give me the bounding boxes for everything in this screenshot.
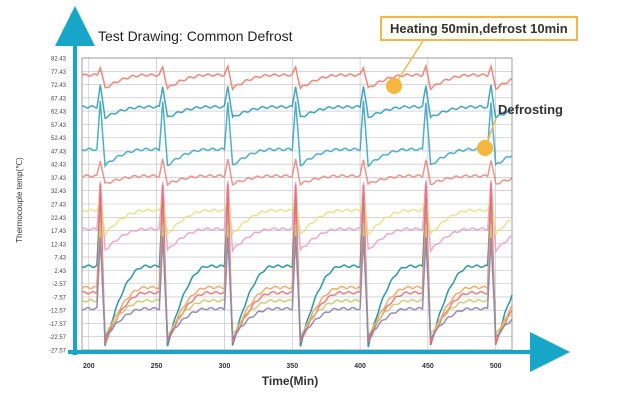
y-tick-label: 82.43 [51, 57, 67, 63]
annotation-defrosting: Defrosting [498, 102, 563, 117]
callout-marker-2 [477, 140, 493, 156]
series-line [81, 100, 513, 169]
series-line [81, 158, 513, 187]
series-line [82, 84, 513, 120]
y-tick-label: -12.57 [49, 309, 67, 315]
x-tick-label: 450 [422, 363, 434, 370]
y-tick-label: 12.43 [51, 242, 67, 248]
series-line [81, 182, 513, 345]
series-group [81, 63, 513, 348]
y-tick-label: 67.43 [51, 96, 67, 102]
x-tick-label: 500 [490, 363, 502, 370]
y-tick-label: -7.57 [52, 295, 66, 301]
y-tick-label: 32.43 [51, 189, 67, 195]
y-tick-label: 47.43 [51, 149, 67, 155]
callout-marker-1 [386, 78, 402, 94]
y-tick-label: 2.43 [54, 269, 66, 275]
y-tick-label: 37.43 [51, 176, 67, 182]
y-tick-label: 42.43 [51, 163, 67, 169]
y-tick-label: 52.43 [51, 136, 67, 142]
x-tick-label: 300 [219, 363, 231, 370]
chart-title: Test Drawing: Common Defrost [98, 28, 293, 44]
x-axis-label: Time(Min) [262, 374, 318, 388]
y-tick-labels: 82.43 77.43 72.43 67.43 62.43 57.43 52.43 47.43… [49, 57, 67, 355]
y-tick-label: -27.57 [49, 349, 67, 355]
x-tick-label: 200 [83, 363, 95, 370]
series-line [81, 63, 513, 92]
y-tick-label: -17.57 [49, 322, 67, 328]
y-tick-label: 22.43 [51, 216, 67, 222]
y-tick-label: 7.43 [54, 256, 66, 262]
series-line [81, 235, 513, 342]
annotation-heating-cycle: Heating 50min,defrost 10min [380, 16, 578, 41]
x-tick-label: 250 [151, 363, 163, 370]
y-tick-label: 77.43 [51, 70, 67, 76]
y-tick-label: 72.43 [51, 83, 67, 89]
series-line [81, 180, 512, 254]
y-tick-label: -22.57 [49, 335, 67, 341]
y-tick-label: 57.43 [51, 123, 67, 129]
x-tick-label: 400 [354, 363, 366, 370]
y-tick-label: 62.43 [51, 110, 67, 116]
y-axis-label: Thermocouple temp(℃) [15, 157, 24, 243]
x-tick-labels: 200 250 300 350 400 450 500 [83, 363, 502, 370]
y-tick-label: -2.57 [52, 282, 66, 288]
y-tick-label: 17.43 [51, 229, 67, 235]
x-tick-label: 350 [286, 363, 298, 370]
y-tick-label: 27.43 [51, 203, 67, 209]
